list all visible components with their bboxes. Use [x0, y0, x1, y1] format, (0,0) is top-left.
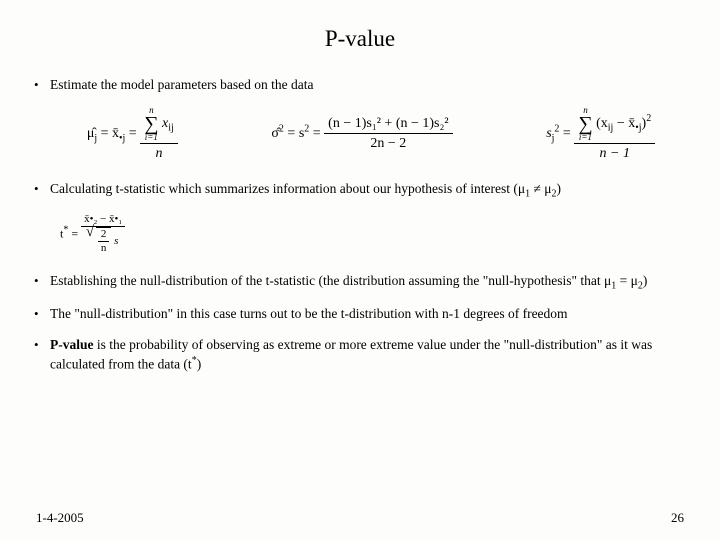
slide-title: P-value — [28, 26, 692, 52]
bullet-3: Establishing the null-distribution of th… — [28, 272, 692, 293]
formula-row-1: μ̂j = x̄•j = n∑i=1 xij n σ̂2 = s2 = (n −… — [50, 106, 692, 161]
bullet-5: P-value is the probability of observing … — [28, 336, 692, 374]
formula-sj: sj2 = n∑i=1 (xij − x̄•j)2 n − 1 — [546, 106, 655, 161]
bullet-4: The "null-distribution" in this case tur… — [28, 305, 692, 323]
bullet-2: Calculating t-statistic which summarizes… — [28, 180, 692, 201]
formula-sigma: σ̂2 = s2 = (n − 1)s₁² + (n − 1)s₂² 2n − … — [271, 116, 452, 152]
footer-page: 26 — [671, 510, 684, 526]
formula-mu: μ̂j = x̄•j = n∑i=1 xij n — [87, 106, 178, 161]
bullet-1: Estimate the model parameters based on t… — [28, 76, 692, 94]
formula-tstat: t* = x̄•₂ − x̄•₁ 2n s — [60, 213, 692, 256]
footer-date: 1-4-2005 — [36, 510, 84, 526]
